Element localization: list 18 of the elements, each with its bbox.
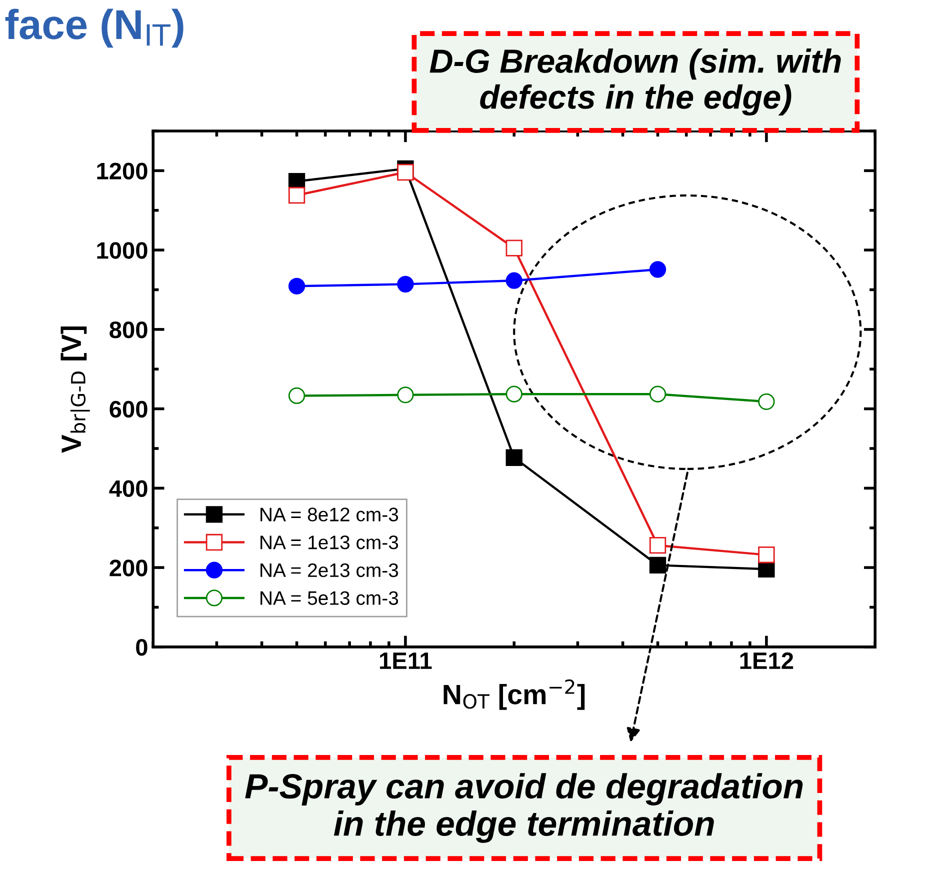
text: P-Spray can avoid de degradation in the edge termination (245, 773, 803, 843)
y-tick-label: 1000 (97, 242, 148, 259)
legend-label: NA = 1e13 cm-3 (260, 535, 398, 550)
legend-label: NA = 8e12 cm-3 (260, 508, 398, 522)
legend-label: NA = 5e13 cm-3 (260, 591, 398, 605)
x-tick-label: 1E11 (380, 652, 432, 669)
y-tick-label: 800 (110, 321, 148, 338)
y-tick-label: 0 (136, 639, 148, 656)
legend-label: NA = 2e13 cm-3 (260, 563, 398, 578)
y-tick-label: 600 (110, 400, 148, 418)
x-tick-label: 1E12 (740, 652, 794, 669)
y-tick-label: 400 (109, 480, 148, 497)
y-axis-title: V$_{br|G-D}$ [V] (60, 326, 90, 453)
text: D-G Breakdown (sim. with defects in the edge) (430, 48, 841, 116)
chart-title: face (N$_{IT}$) (5, 8, 184, 48)
y-tick-label: 1200 (97, 162, 148, 180)
x-axis-title: N$_{OT}$ [cm$^{−2}$] (444, 679, 585, 710)
y-tick-label: 200 (110, 560, 148, 576)
